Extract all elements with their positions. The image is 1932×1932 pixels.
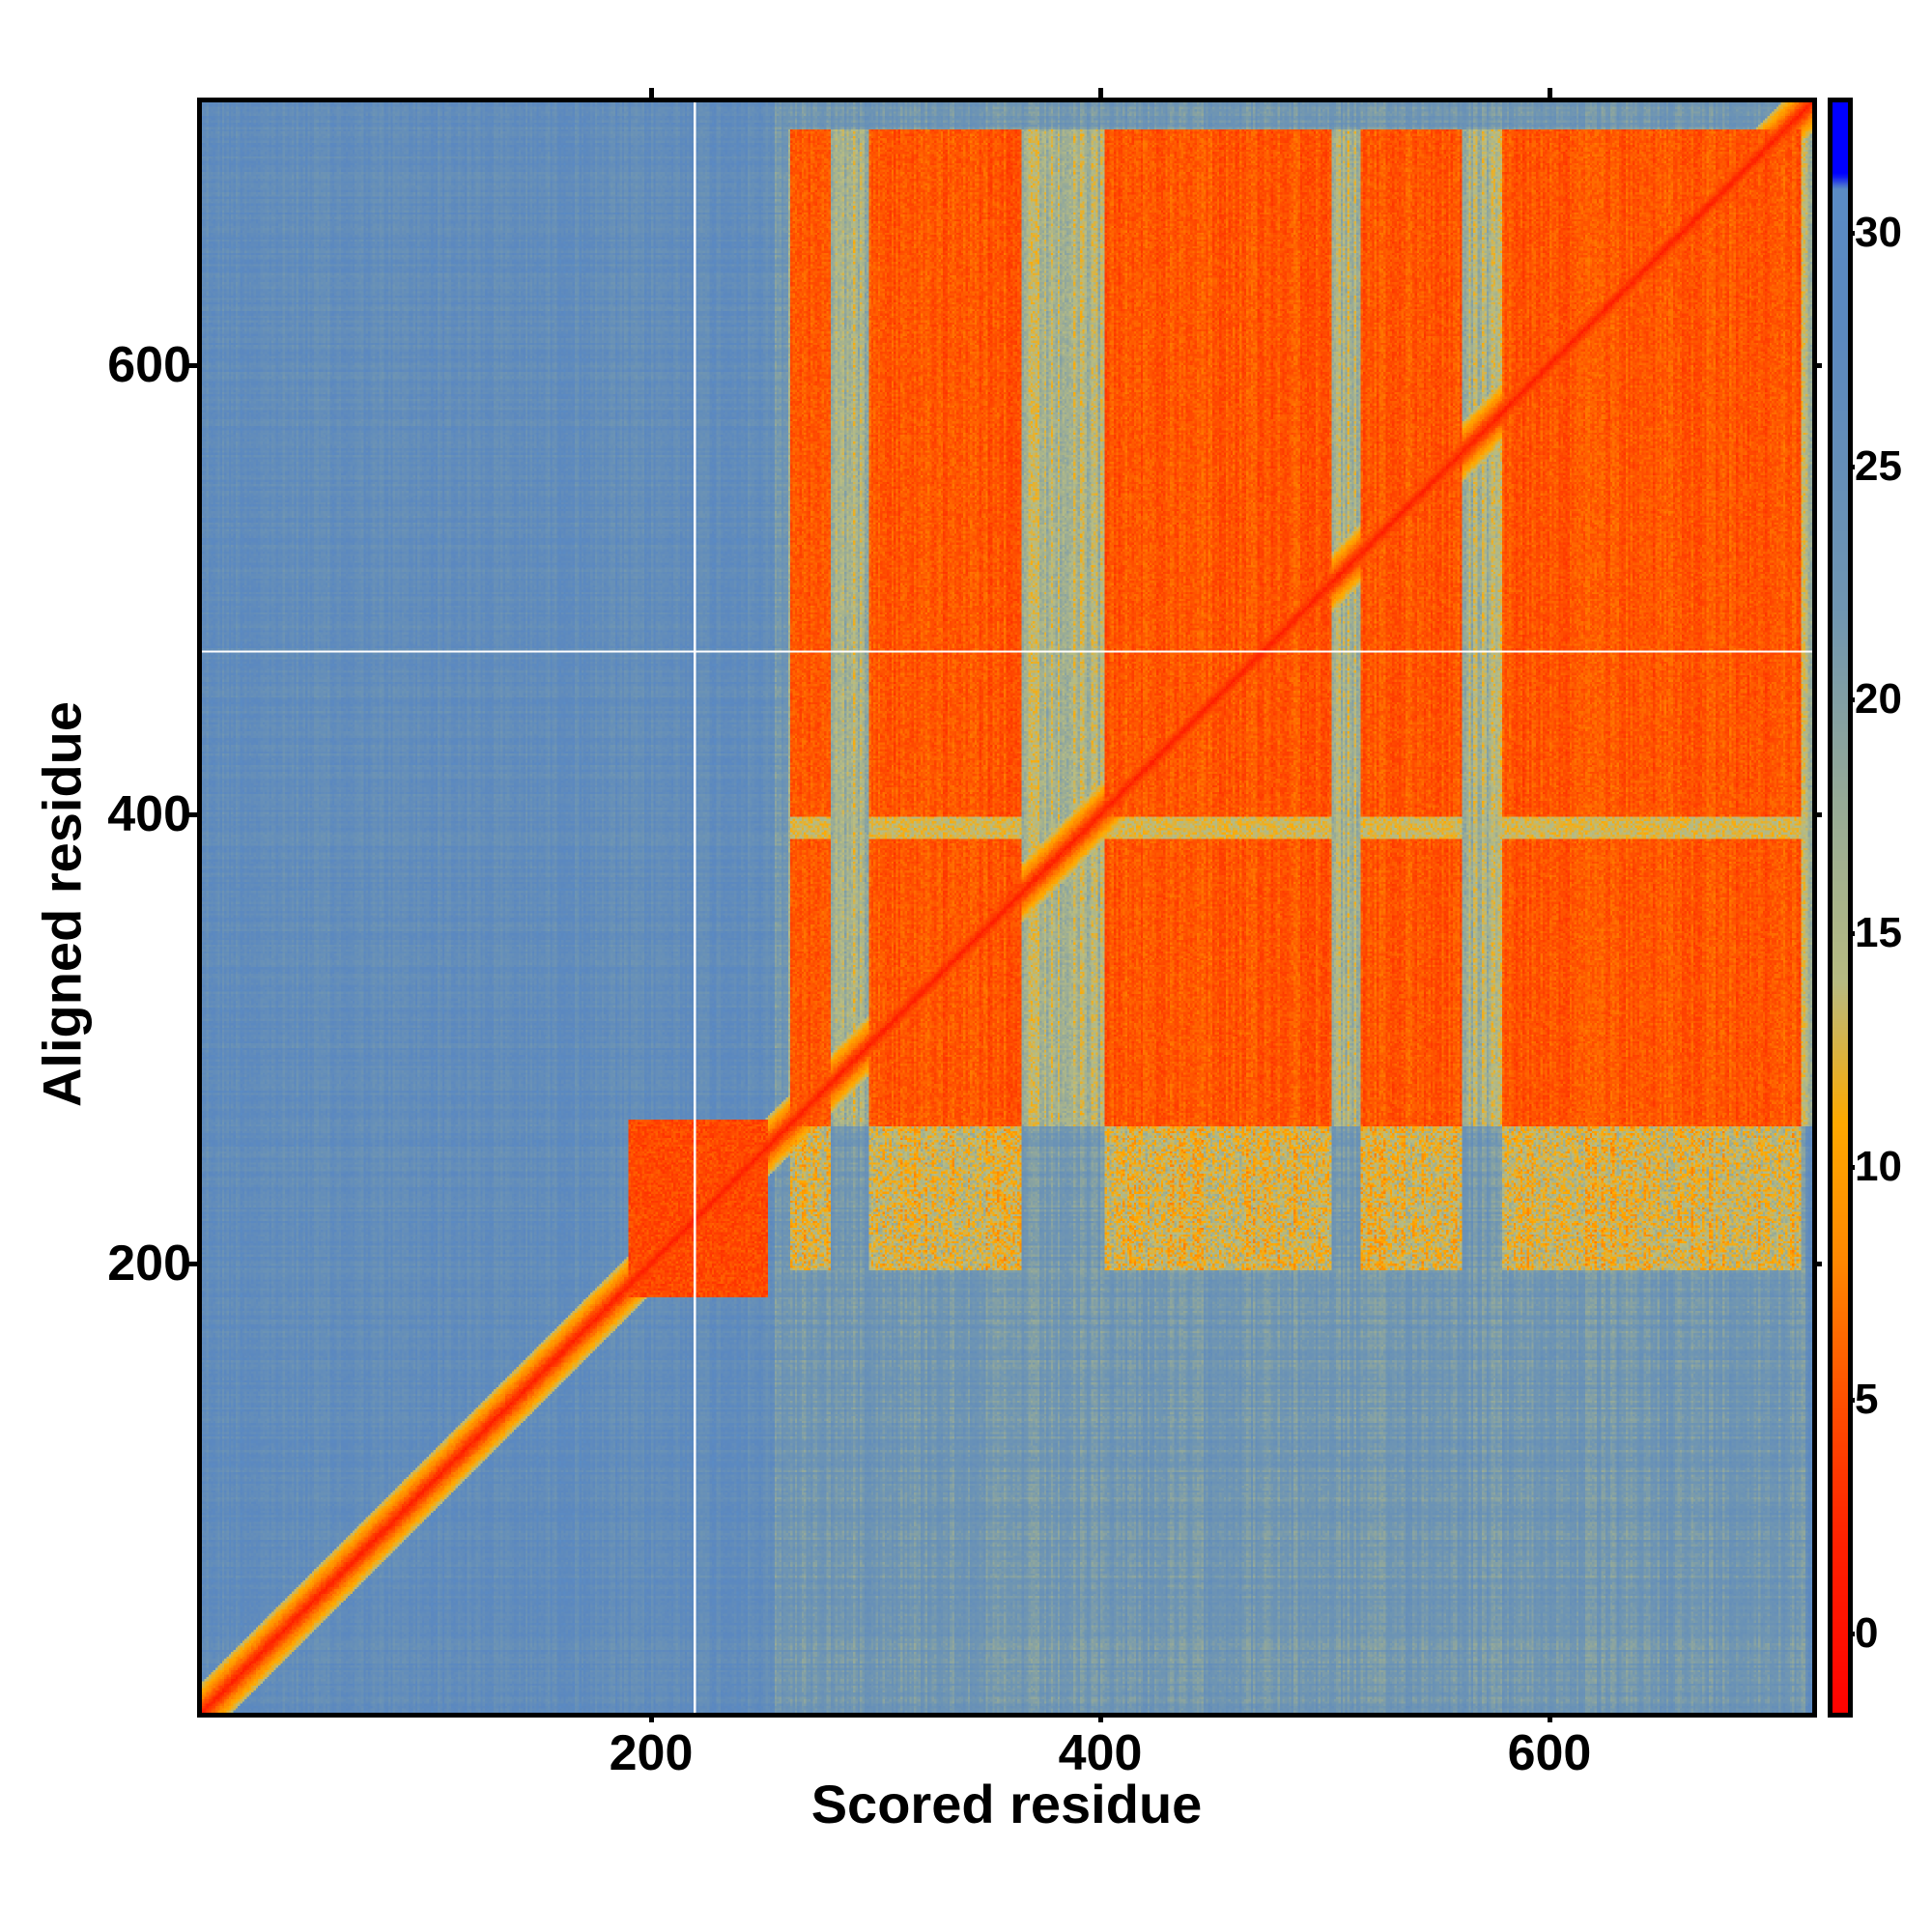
y-tick-label: 600 (107, 337, 191, 394)
colorbar-tick-label: 20 (1855, 675, 1902, 724)
colorbar-tick-label: 5 (1855, 1376, 1879, 1424)
x-tick-mark-bottom (648, 1713, 654, 1722)
y-tick-mark-right (1812, 812, 1822, 817)
colorbar-tick-mark (1848, 1398, 1855, 1404)
x-tick-mark-bottom (1097, 1713, 1103, 1722)
pae-heatmap (197, 98, 1817, 1718)
colorbar-tick-label: 0 (1855, 1608, 1879, 1657)
colorbar-tick-mark (1848, 464, 1855, 469)
y-tick-label: 200 (107, 1236, 191, 1292)
x-tick-mark-bottom (1547, 1713, 1552, 1722)
x-tick-mark-top (1547, 88, 1552, 98)
plot-frame (197, 98, 1817, 1718)
x-axis-label: Scored residue (810, 1774, 1203, 1834)
y-tick-mark-left (187, 812, 197, 817)
x-tick-label: 600 (1507, 1725, 1592, 1781)
x-tick-mark-top (1097, 88, 1103, 98)
colorbar-tick-label: 30 (1855, 209, 1902, 257)
y-tick-mark-left (187, 363, 197, 369)
colorbar-tick-label: 15 (1855, 909, 1902, 957)
y-tick-mark-left (187, 1262, 197, 1266)
colorbar-gradient (1833, 102, 1848, 1713)
y-tick-mark-right (1812, 363, 1822, 369)
colorbar (1828, 98, 1853, 1718)
y-axis-label: Aligned residue (31, 700, 93, 1108)
colorbar-tick-mark (1848, 231, 1855, 237)
x-tick-mark-top (648, 88, 654, 98)
colorbar-tick-mark (1848, 931, 1855, 937)
x-tick-label: 200 (609, 1725, 694, 1781)
colorbar-tick-label: 25 (1855, 441, 1902, 490)
heatmap-cells (202, 102, 1812, 1713)
colorbar-tick-mark (1848, 1164, 1855, 1170)
colorbar-tick-mark (1848, 1631, 1855, 1636)
y-tick-mark-right (1812, 1262, 1822, 1266)
colorbar-tick-mark (1848, 697, 1855, 703)
x-tick-label: 400 (1058, 1725, 1143, 1781)
colorbar-frame (1828, 98, 1853, 1718)
y-tick-label: 400 (107, 786, 191, 842)
colorbar-tick-label: 10 (1855, 1142, 1902, 1190)
